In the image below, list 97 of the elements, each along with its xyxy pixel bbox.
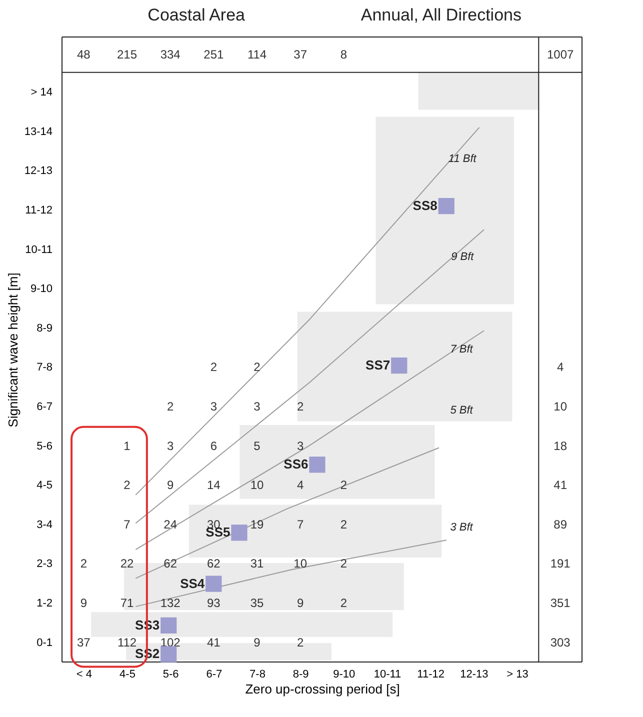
- data-label: 62: [206, 556, 221, 571]
- data-label: 102: [160, 635, 181, 650]
- data-label: 9: [296, 596, 304, 610]
- annotation: SS7: [366, 358, 390, 373]
- x-axis-title: Zero up-crossing period [s]: [245, 682, 400, 696]
- chart-subtitle: Annual, All Directions: [360, 5, 522, 24]
- y2-tick-label: 41: [554, 478, 568, 492]
- y-tick-label: 1-2: [36, 598, 52, 610]
- x-tick-label: 11-12: [417, 668, 444, 680]
- data-label: 10: [250, 478, 264, 492]
- x-tick-label: > 13: [506, 668, 528, 680]
- y-tick-label: 12-13: [24, 165, 52, 178]
- data-label: 93: [206, 596, 221, 610]
- y2-tick-label: 18: [554, 438, 568, 453]
- annotation: 8: [340, 48, 348, 62]
- y-tick-label: 10-11: [25, 244, 52, 256]
- y-axis-title: Significant wave height [m]: [5, 272, 20, 428]
- chart-title: Coastal Area: [148, 5, 246, 24]
- x-tick-label: 5-6: [162, 668, 179, 680]
- data-label: 2: [296, 635, 304, 650]
- data-label: 1: [124, 438, 131, 453]
- data-label: 2: [340, 556, 348, 571]
- data-label: 9: [166, 478, 174, 492]
- data-label: 2: [296, 399, 304, 414]
- annotation: 251: [204, 48, 224, 62]
- x-tick-label: 8-9: [292, 668, 309, 680]
- annotation: 7 Bft: [450, 344, 474, 356]
- data-label: 7: [124, 517, 131, 532]
- data-label: 2: [340, 478, 348, 492]
- y-tick-label: 4-5: [36, 480, 52, 492]
- data-label: 2: [210, 360, 218, 374]
- y2-tick-label: 303: [550, 635, 571, 650]
- data-label: 2: [124, 478, 131, 492]
- annotation: 3 Bft: [450, 522, 474, 534]
- data-label: 3: [296, 438, 304, 453]
- data-label: 2: [340, 596, 348, 610]
- data-label: 3: [210, 399, 218, 414]
- annotation: 37: [294, 48, 308, 62]
- data-label: 14: [206, 478, 221, 492]
- y2-tick-label: 89: [554, 517, 568, 532]
- data-label: 62: [164, 556, 178, 571]
- data-label: 5: [254, 438, 261, 453]
- x-tick-label: < 4: [76, 668, 92, 680]
- y-tick-label: 6-7: [36, 400, 52, 413]
- x-tick-label: 7-8: [250, 668, 266, 680]
- data-label: 24: [164, 517, 178, 532]
- data-label: 71: [120, 596, 134, 610]
- annotation: 114: [247, 48, 267, 62]
- data-label: 2: [340, 517, 348, 532]
- y-tick-label: 3-4: [36, 518, 52, 531]
- annotation: SS4: [180, 576, 206, 591]
- text: 1007: [546, 48, 574, 62]
- x-tick-label: 12-13: [460, 668, 488, 680]
- annotation: 48: [76, 48, 91, 62]
- data-label: 7: [296, 517, 304, 532]
- data-label: 112: [117, 635, 137, 650]
- annotation: SS8: [412, 198, 438, 214]
- y2-tick-label: 191: [550, 556, 571, 571]
- data-label: 4: [296, 478, 304, 492]
- y-tick-label: 8-9: [36, 322, 52, 334]
- data-label: 2: [166, 399, 174, 414]
- annotation: 9 Bft: [451, 251, 475, 264]
- data-label: 2: [80, 556, 88, 571]
- x-tick-label: 6-7: [206, 668, 222, 680]
- y-tick-label: 7-8: [36, 362, 52, 374]
- data-label: 22: [120, 556, 134, 571]
- annotation: 215: [116, 48, 138, 62]
- data-label: 9: [254, 635, 261, 650]
- x-tick-label: 10-11: [374, 668, 402, 680]
- data-label: 3: [254, 399, 261, 414]
- data-label: 10: [294, 556, 308, 571]
- data-label: 19: [250, 517, 264, 532]
- data-label: 35: [250, 596, 264, 610]
- y2-tick-label: 10: [554, 399, 568, 414]
- data-label: 41: [206, 635, 221, 650]
- y-tick-label: 0-1: [36, 636, 52, 649]
- y-tick-label: 2-3: [36, 558, 52, 570]
- y-tick-label: > 14: [30, 86, 52, 99]
- x-tick-label: 9-10: [333, 668, 356, 680]
- data-label: 9: [80, 596, 88, 610]
- y-tick-label: 9-10: [30, 283, 52, 296]
- data-label: 3: [166, 438, 174, 453]
- y2-tick-label: 351: [550, 596, 571, 610]
- data-label: 132: [160, 596, 181, 610]
- y-tick-label: 13-14: [24, 126, 52, 138]
- annotation: 334: [160, 48, 181, 62]
- data-label: 37: [76, 635, 91, 650]
- data-label: 6: [210, 438, 218, 453]
- data-label: 31: [250, 556, 264, 571]
- data-label: 2: [254, 360, 261, 374]
- y2-tick-label: 4: [556, 360, 564, 374]
- annotation: 5 Bft: [450, 404, 474, 416]
- y-tick-label: 5-6: [36, 440, 52, 452]
- y-tick-label: 11-12: [25, 204, 52, 216]
- annotation: SS6: [284, 456, 308, 472]
- annotation: 11 Bft: [448, 152, 478, 165]
- x-tick-label: 4-5: [120, 668, 136, 680]
